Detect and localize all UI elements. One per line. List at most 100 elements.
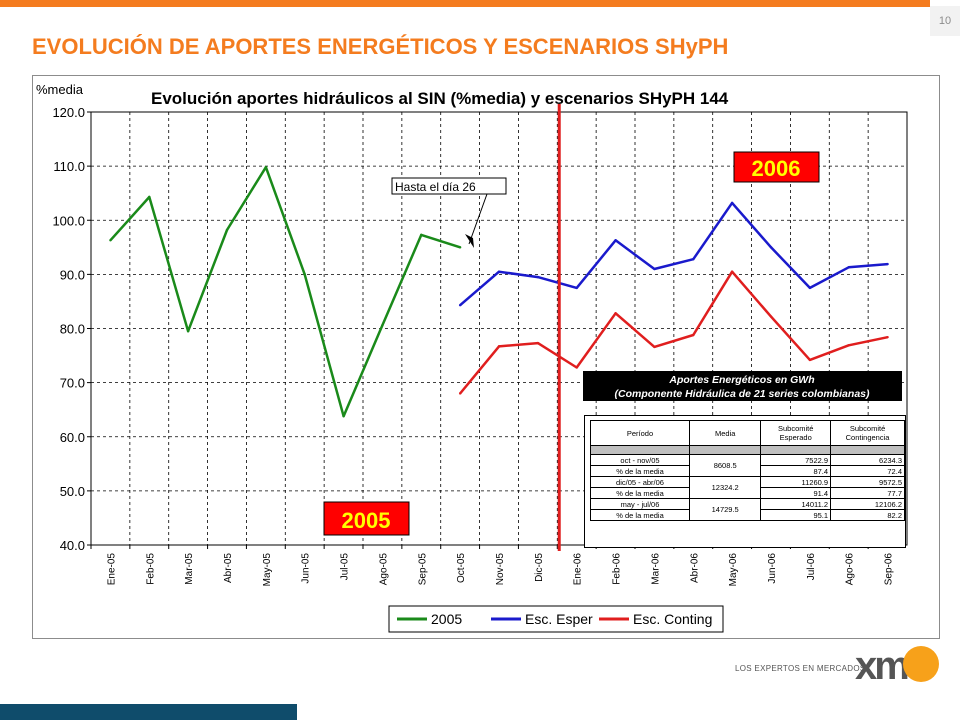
data-point [536,341,540,345]
data-point [186,330,190,333]
y-tick-label: 120.0 [52,105,85,120]
data-point [458,392,462,395]
logo-tagline: LOS EXPERTOS EN MERCADOS [735,664,866,673]
data-point [653,345,656,349]
row-esperado: 14011.2 [760,498,832,510]
logo-mark: xm [855,644,910,688]
y-tick-label: 60.0 [60,430,85,445]
data-point [730,201,734,205]
data-point [808,358,812,362]
data-point [381,324,384,327]
row-pct-label: % de la media [589,509,691,521]
data-point [769,315,773,318]
header-media: Media [689,420,762,446]
data-point [420,233,423,237]
y-tick-label: 50.0 [60,484,85,499]
info-box-title-line1: Aportes Energéticos en GWh [668,374,814,386]
header-esperado: Subcomité Esperado [760,420,832,446]
y-tick-label: 40.0 [60,538,85,553]
x-tick-label: Sep-05 [417,553,428,586]
line-chart: Evolución aportes hidráulicos al SIN (%m… [36,82,908,633]
table-row: may - jul/06 14729.5 14011.2 12106.2 [589,498,905,521]
y-tick-label: 90.0 [60,267,85,282]
table-row: oct - nov/05 8608.5 7522.9 6234.3 [589,454,905,477]
row-period: dic/05 - abr/06 [589,476,691,488]
row-contingencia: 12106.2 [830,498,905,510]
x-tick-label: Feb-06 [612,553,623,585]
x-tick-label: May-06 [728,553,739,587]
label-2006-box [733,151,820,183]
x-tick-label: Jul-06 [806,553,817,581]
row-pct-contingencia: 82.2 [830,509,905,521]
x-tick-label: Jun-06 [767,553,778,584]
y-tick-label: 100.0 [52,213,85,228]
table-row: % de la media 95.1 82.2 [589,509,905,521]
series-line-2005 [109,165,461,418]
data-point [692,333,695,337]
data-point [692,258,695,261]
data-point [769,246,773,249]
x-tick-label: Nov-05 [495,553,506,586]
table-header-row: Período Media Subcomité Esperado Subcomi… [589,420,905,446]
data-point [808,286,812,290]
data-point [497,270,501,273]
data-point [730,270,734,273]
series-line-esc-esper [459,201,888,307]
legend-label: Esc. Conting [633,611,712,627]
logo-circle-icon [903,646,939,682]
data-point [847,344,850,347]
row-period: oct - nov/05 [589,454,691,466]
data-point [497,345,501,348]
data-point [575,366,578,369]
chart-frame: Evolución aportes hidráulicos al SIN (%m… [32,75,940,639]
row-period: may - jul/06 [589,498,691,510]
data-point [458,304,462,307]
table-row: % de la media 87.4 72.4 [589,465,905,477]
data-point [653,267,656,271]
info-box-title-band [583,371,902,401]
data-point [458,246,462,249]
row-contingencia: 6234.3 [830,454,905,466]
x-tick-label: Jun-05 [301,553,312,584]
row-pct-esperado: 87.4 [760,465,832,477]
series-line-esc-conting [459,270,888,395]
legend-label: Esc. Esper [525,611,593,627]
row-pct-label: % de la media [589,487,691,499]
row-pct-esperado: 91.4 [760,487,832,499]
legend-box [388,605,724,633]
row-esperado: 11260.9 [760,476,832,488]
legend-label: 2005 [431,611,462,627]
data-point [303,273,306,276]
data-point [886,335,889,339]
x-tick-label: Dic-05 [534,553,545,582]
x-tick-label: Ene-06 [573,553,584,586]
y-tick-label: 70.0 [60,376,85,391]
data-point [536,275,540,279]
chart-title: Evolución aportes hidráulicos al SIN (%m… [151,89,729,108]
x-tick-label: Abr-05 [223,553,234,583]
y-tick-label: 80.0 [60,322,85,337]
aportes-table: Período Media Subcomité Esperado Subcomi… [589,420,905,521]
page-number: 10 [930,6,960,36]
x-tick-label: May-05 [262,553,273,587]
info-box-title-line2: (Componente Hidráulica de 21 series colo… [615,388,870,400]
callout-box [391,177,507,195]
data-point [614,239,617,242]
callout-pointer [468,193,488,245]
x-tick-label: Feb-05 [145,553,156,585]
x-tick-label: Sep-06 [884,553,895,586]
data-point [225,228,229,232]
data-point [575,286,578,290]
row-media: 8608.5 [689,454,762,477]
row-pct-contingencia: 77.7 [830,487,905,499]
label-2005-box [323,501,410,536]
label-2005-text: 2005 [342,508,391,533]
top-accent-bar [0,0,930,7]
xm-logo: LOS EXPERTOS EN MERCADOS xm [735,640,945,700]
x-tick-label: Mar-05 [184,553,195,585]
data-point [886,262,889,266]
callout-text: Hasta el día 26 [395,180,476,194]
data-point [148,195,151,199]
data-point [109,239,112,242]
row-media: 14729.5 [689,498,762,521]
